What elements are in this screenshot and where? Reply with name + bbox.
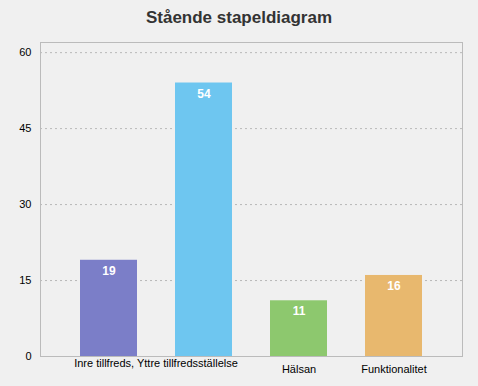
svg-text:19: 19 [102,264,116,278]
svg-text:30: 30 [19,198,31,210]
svg-text:45: 45 [19,122,31,134]
svg-text:15: 15 [19,274,31,286]
svg-text:11: 11 [293,304,306,318]
svg-text:60: 60 [19,46,31,58]
svg-text:Inre tillfreds, Yttre tillfred: Inre tillfreds, Yttre tillfredsställelse [74,357,238,369]
svg-text:Funktionalitet: Funktionalitet [361,363,426,375]
svg-text:Hälsan: Hälsan [282,363,316,375]
svg-text:54: 54 [197,87,211,101]
svg-text:16: 16 [387,279,401,293]
svg-text:0: 0 [25,350,31,362]
html-text:Stående stapeldiagram: Stående stapeldiagram [145,8,333,27]
